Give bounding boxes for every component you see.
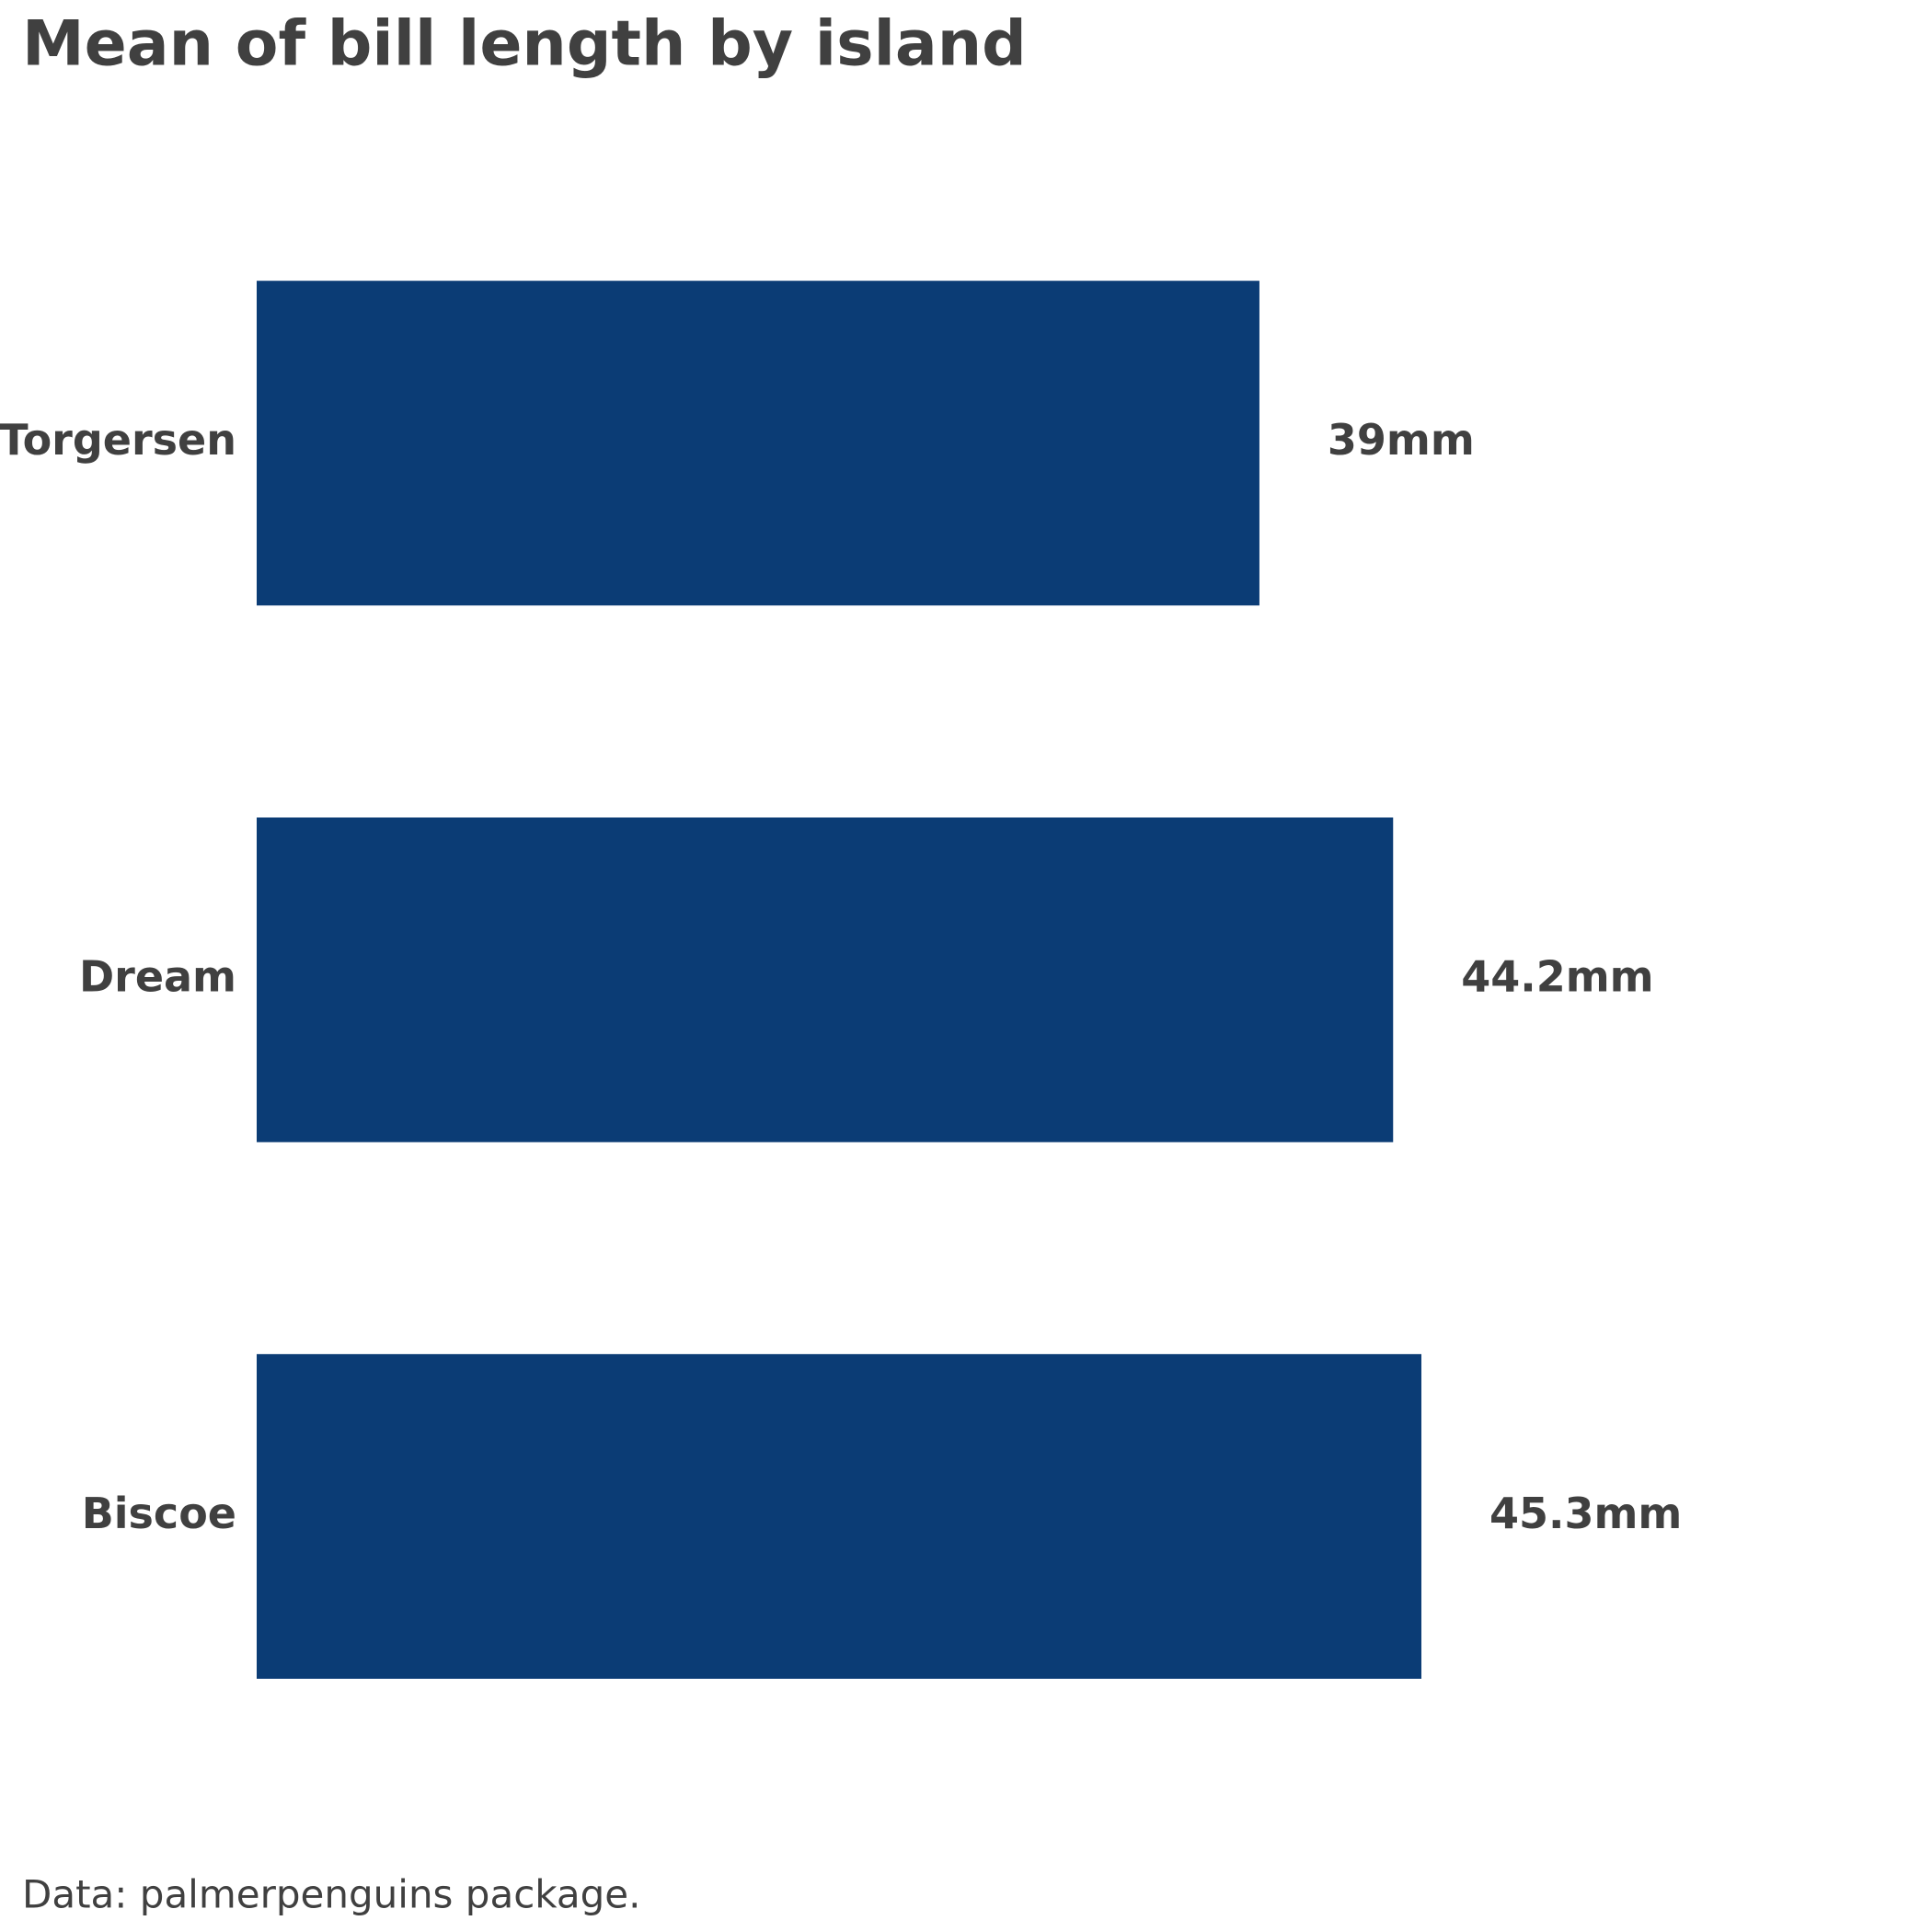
y-tick-label: Biscoe xyxy=(82,1489,236,1538)
bar xyxy=(257,817,1394,1143)
caption: Data: palmerpenguins package. xyxy=(22,1872,640,1917)
y-tick-label: Torgersen xyxy=(0,415,236,465)
chart-title: Mean of bill length by island xyxy=(22,8,1027,81)
y-tick-label: Dream xyxy=(79,952,236,1002)
bar xyxy=(257,1353,1421,1679)
bar xyxy=(257,281,1259,606)
value-label: 39mm xyxy=(1328,415,1475,465)
value-label: 44.2mm xyxy=(1461,952,1653,1002)
value-label: 45.3mm xyxy=(1489,1489,1682,1538)
